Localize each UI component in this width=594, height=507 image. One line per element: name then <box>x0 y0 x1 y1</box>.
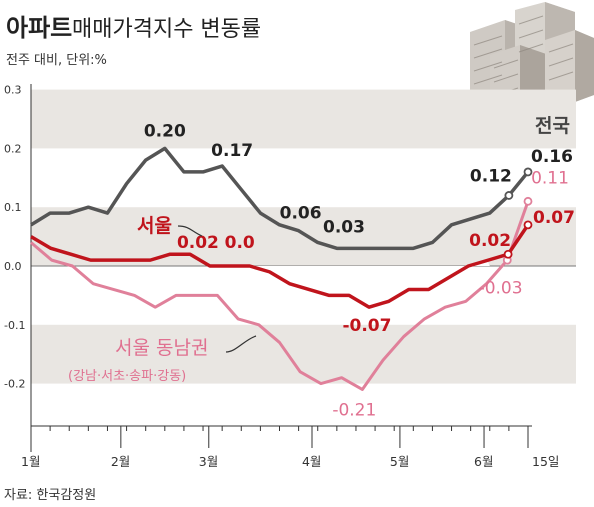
point-label-seoul-7: 0.0 <box>225 233 255 253</box>
end-point-national-26 <box>523 167 533 177</box>
page-title-main: 아파트 <box>6 14 72 42</box>
x-axis: 1월 2월 3월 4월 5월 6월 15일 <box>21 425 559 469</box>
point-label-seoul-9: 0.02 <box>469 231 511 251</box>
y-tick-label-0: 0.3 <box>4 84 22 97</box>
point-label-national-4: 0.12 <box>470 166 512 186</box>
difference-area <box>241 260 490 307</box>
y-tick-label-4: -0.1 <box>4 319 25 332</box>
series-line-national <box>30 146 530 251</box>
point-label-national-5: 0.16 <box>531 147 573 167</box>
point-label-gangnam-12: -0.03 <box>479 279 523 299</box>
series-label-gangnam: 서울 동남권 <box>115 337 208 359</box>
y-tick-label-3: 0.0 <box>4 260 22 273</box>
y-axis: 0.3 0.2 0.1 0.0 -0.1 -0.2 <box>4 84 32 452</box>
x-tick-label-1: 2월 <box>111 454 130 469</box>
series-line-seoul <box>30 223 530 309</box>
x-tick-label-2: 3월 <box>199 454 218 469</box>
end-point-national-25 <box>504 191 514 200</box>
grid-band-1 <box>31 207 576 266</box>
y-tick-label-1: 0.2 <box>4 142 22 155</box>
grid-bands <box>31 89 576 384</box>
series-label-national: 전국 <box>535 115 570 137</box>
x-tick-label-0: 1월 <box>21 454 40 469</box>
series-line-gangnam <box>30 200 530 391</box>
point-label-gangnam-13: 0.11 <box>531 168 569 188</box>
y-tick-label-2: 0.1 <box>4 201 22 214</box>
series-lines <box>30 146 533 391</box>
source-note: 자료: 한국감정원 <box>4 488 96 503</box>
point-label-national-1: 0.17 <box>211 141 253 161</box>
x-tick-label-3: 4월 <box>302 454 321 469</box>
x-tick-label-4: 5월 <box>390 454 409 469</box>
x-tick-label-6: 15일 <box>532 454 559 469</box>
point-label-national-0: 0.20 <box>144 121 186 141</box>
point-label-national-3: 0.03 <box>323 217 365 237</box>
end-point-gangnam-24 <box>523 196 533 206</box>
point-labels: 0.20 0.17 0.060.03 0.12 0.16 0.02 0.0 -0.07 0.02… <box>144 121 575 420</box>
series-note-gangnam: (강남·서초·송파·강동) <box>68 369 186 384</box>
point-label-seoul-8: -0.07 <box>342 316 391 336</box>
page-title-rest: 매매가격지수 변동률 <box>72 17 261 42</box>
gangnam-callout-line <box>225 335 257 353</box>
y-tick-label-5: -0.2 <box>4 378 25 391</box>
point-label-seoul-6: 0.02 <box>177 233 219 253</box>
x-tick-label-5: 6월 <box>474 454 493 469</box>
seoul-callout-line <box>177 225 203 237</box>
end-point-seoul-25 <box>523 220 533 230</box>
grid-band-0 <box>31 89 576 149</box>
series-label-seoul: 서울 <box>137 215 172 237</box>
point-label-national-2: 0.06 <box>280 204 322 224</box>
end-point-seoul-24 <box>503 249 513 259</box>
point-label-seoul-10: 0.07 <box>533 208 575 228</box>
chart-subtitle: 전주 대비, 단위:% <box>6 53 107 68</box>
apartment-buildings-icon <box>470 2 594 120</box>
point-label-gangnam-11: -0.21 <box>332 400 376 420</box>
